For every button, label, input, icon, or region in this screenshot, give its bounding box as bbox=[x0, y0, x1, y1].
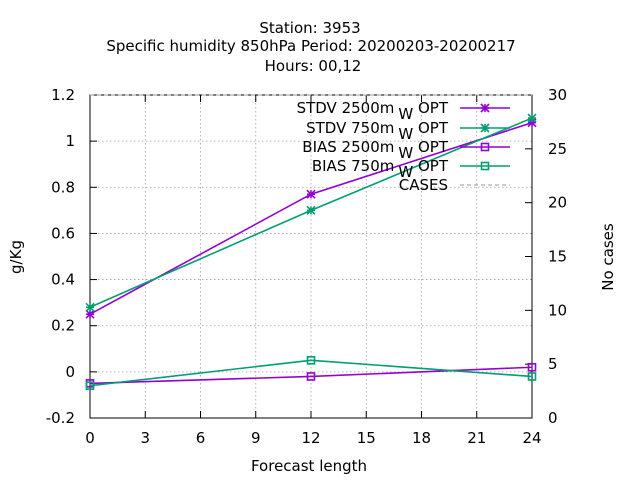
legend-label: BIAS 2500m W OPT bbox=[302, 138, 449, 162]
series-stdv-750m bbox=[85, 113, 537, 312]
legend-label: CASES bbox=[399, 176, 448, 194]
legend-item: STDV 2500m W OPT bbox=[297, 99, 510, 123]
point-marker bbox=[306, 372, 316, 381]
x-tick-label: 3 bbox=[140, 429, 150, 447]
tick-labels: 0 3 6 9 12 15 18 21 24 -0.2 0 0.2 0.4 0.6 0.8 1 1.2 0 5 10 1… bbox=[46, 86, 567, 447]
series-bias-750m bbox=[85, 356, 537, 391]
y-tick-label: 1 bbox=[65, 132, 75, 150]
x-tick-label: 24 bbox=[522, 429, 541, 447]
y-tick-label: 0.4 bbox=[51, 271, 75, 289]
y2-tick-label: 20 bbox=[548, 194, 567, 212]
legend-label: STDV 750m W OPT bbox=[306, 119, 449, 143]
y-tick-label: -0.2 bbox=[46, 409, 75, 427]
y2-tick-label: 15 bbox=[548, 248, 567, 266]
point-marker bbox=[85, 381, 95, 391]
y-tick-label: 0 bbox=[65, 363, 75, 381]
legend-item: BIAS 2500m W OPT bbox=[302, 138, 510, 162]
x-axis-label: Forecast length bbox=[251, 457, 367, 475]
x-tick-label: 9 bbox=[251, 429, 261, 447]
point-marker bbox=[480, 161, 490, 171]
y2-tick-label: 10 bbox=[548, 301, 567, 319]
series-line bbox=[89, 359, 533, 387]
legend-label: STDV 2500m W OPT bbox=[297, 99, 449, 123]
y-axis-label: g/Kg bbox=[7, 240, 25, 274]
y2-axis-label: No cases bbox=[599, 223, 617, 291]
point-marker bbox=[527, 362, 537, 372]
chart-title-line: Specific humidity 850hPa Period: 2020020… bbox=[106, 37, 515, 55]
point-marker bbox=[480, 142, 490, 152]
legend-item: CASES bbox=[399, 176, 510, 194]
legend-label: BIAS 750m W OPT bbox=[312, 157, 449, 181]
legend-item: STDV 750m W OPT bbox=[306, 119, 510, 143]
point-marker bbox=[306, 356, 316, 365]
legend-item: BIAS 750m W OPT bbox=[312, 157, 510, 181]
y-tick-label: 1.2 bbox=[51, 86, 75, 104]
x-tick-label: 0 bbox=[85, 429, 95, 447]
y2-tick-label: 25 bbox=[548, 140, 567, 158]
y-tick-label: 0.2 bbox=[51, 317, 75, 335]
x-tick-label: 6 bbox=[196, 429, 206, 447]
y2-tick-label: 30 bbox=[548, 86, 567, 104]
x-tick-label: 12 bbox=[301, 429, 320, 447]
y2-tick-label: 5 bbox=[548, 355, 558, 373]
x-tick-label: 18 bbox=[412, 429, 431, 447]
y-tick-label: 0.8 bbox=[51, 178, 75, 196]
x-tick-label: 15 bbox=[357, 429, 376, 447]
point-marker bbox=[527, 372, 537, 381]
chart-title-line: Hours: 00,12 bbox=[265, 57, 362, 75]
y2-tick-label: 0 bbox=[548, 409, 558, 427]
x-tick-label: 21 bbox=[467, 429, 486, 447]
series bbox=[85, 94, 537, 391]
chart-title-line: Station: 3953 bbox=[259, 19, 360, 37]
y-tick-label: 0.6 bbox=[51, 224, 75, 242]
